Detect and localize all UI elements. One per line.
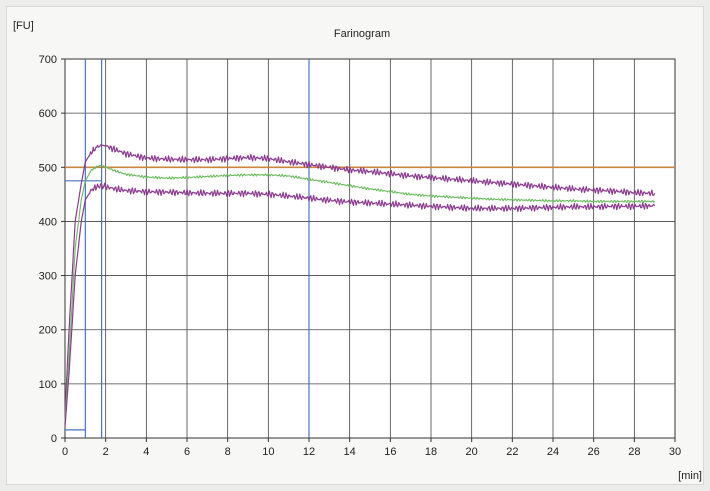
y-tick-label-2: 200 — [39, 325, 57, 337]
y-tick-label-3: 300 — [39, 271, 57, 283]
y-tick-label-5: 500 — [39, 162, 57, 174]
reference-lines — [65, 59, 675, 438]
series-group — [64, 144, 656, 428]
x-tick-label-6: 12 — [303, 446, 315, 458]
series-line-2 — [64, 182, 656, 428]
y-tick-label-0: 0 — [51, 433, 57, 445]
x-tick-label-1: 2 — [103, 446, 109, 458]
y-tick-label-6: 600 — [39, 108, 57, 120]
x-tick-label-3: 6 — [184, 446, 190, 458]
y-tick-label-1: 100 — [39, 379, 57, 391]
x-tick-label-0: 0 — [62, 446, 68, 458]
y-tick-label-7: 700 — [39, 54, 57, 66]
series-line-1 — [64, 164, 656, 422]
x-axis-label: [min] — [678, 470, 702, 482]
x-tick-label-9: 18 — [425, 446, 437, 458]
plot-area — [64, 58, 676, 439]
x-tick-label-13: 26 — [588, 446, 600, 458]
x-tick-label-4: 8 — [225, 446, 231, 458]
x-tick-label-7: 14 — [344, 446, 356, 458]
chart-frame: 0 2 4 6 8 10 12 14 16 18 20 22 24 26 28 30 0 100 200 300 40… — [6, 6, 704, 485]
farinogram-chart: 0 2 4 6 8 10 12 14 16 18 20 22 24 26 28 30 010020030040… — [13, 20, 702, 482]
y-axis-label: [FU] — [13, 20, 34, 32]
y-tick-label-4: 400 — [39, 216, 57, 228]
x-tick-label-2: 4 — [143, 446, 149, 458]
x-tick-label-14: 28 — [628, 446, 640, 458]
x-tick-label-5: 10 — [262, 446, 274, 458]
x-tick-label-15: 30 — [669, 446, 681, 458]
x-tick-label-11: 22 — [506, 446, 518, 458]
series-line-0 — [64, 144, 656, 417]
x-tick-labels: 0 2 4 6 8 10 12 14 16 18 20 22 24 26 28 30 — [62, 438, 681, 458]
y-tick-labels: 0 100 200 300 400 500 600 700 — [39, 54, 65, 445]
x-tick-label-8: 16 — [384, 446, 396, 458]
x-tick-label-12: 24 — [547, 446, 559, 458]
chart-title: Farinogram — [334, 28, 390, 40]
x-tick-label-10: 20 — [466, 446, 478, 458]
